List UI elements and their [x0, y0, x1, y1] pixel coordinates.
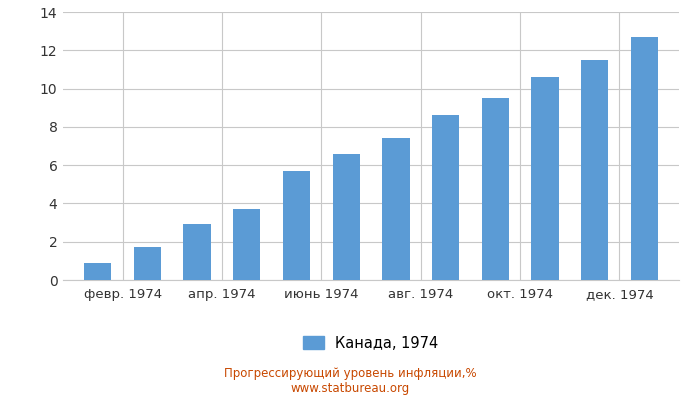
- Bar: [283, 171, 310, 280]
- Bar: [482, 98, 509, 280]
- Bar: [531, 77, 559, 280]
- Bar: [382, 138, 410, 280]
- Bar: [581, 60, 608, 280]
- Text: www.statbureau.org: www.statbureau.org: [290, 382, 410, 395]
- Text: Прогрессирующий уровень инфляции,%: Прогрессирующий уровень инфляции,%: [224, 368, 476, 380]
- Bar: [233, 209, 260, 280]
- Bar: [84, 263, 111, 280]
- Bar: [134, 248, 161, 280]
- Legend: Канада, 1974: Канада, 1974: [303, 336, 439, 350]
- Bar: [332, 154, 360, 280]
- Bar: [631, 37, 658, 280]
- Bar: [183, 224, 211, 280]
- Bar: [432, 115, 459, 280]
